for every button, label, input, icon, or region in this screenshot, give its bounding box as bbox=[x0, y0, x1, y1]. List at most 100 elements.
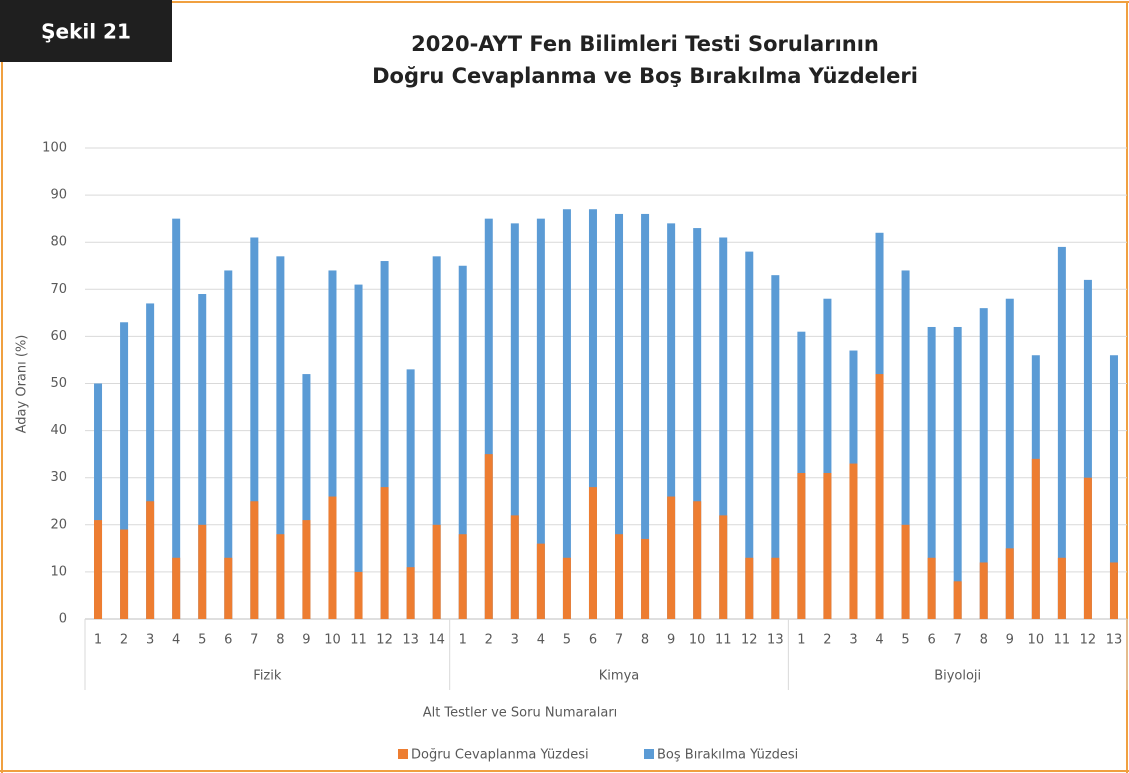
y-tick-label: 70 bbox=[50, 282, 67, 297]
bar bbox=[901, 270, 910, 619]
bar bbox=[1109, 562, 1118, 619]
x-tick-label: 10 bbox=[1028, 633, 1045, 648]
x-tick-label: 13 bbox=[402, 633, 419, 648]
badge: Şekil 21 bbox=[41, 20, 131, 44]
x-tick-label: 9 bbox=[1006, 633, 1014, 648]
x-axis-title: Alt Testler ve Soru Numaraları bbox=[423, 706, 618, 721]
bar bbox=[276, 256, 285, 619]
x-tick-label: 14 bbox=[428, 633, 445, 648]
x-tick-label: 1 bbox=[94, 633, 102, 648]
x-tick-label: 12 bbox=[1080, 633, 1097, 648]
y-tick-label: 40 bbox=[50, 423, 67, 438]
x-tick-label: 1 bbox=[459, 633, 467, 648]
bar bbox=[588, 487, 597, 619]
bar bbox=[120, 322, 129, 619]
bar bbox=[458, 265, 467, 619]
bar bbox=[302, 374, 311, 619]
x-tick-label: 1 bbox=[797, 633, 805, 648]
x-tick-label: 5 bbox=[563, 633, 571, 648]
bar bbox=[120, 529, 129, 619]
bar bbox=[797, 472, 806, 619]
bar bbox=[406, 369, 415, 619]
bar bbox=[406, 567, 415, 619]
bar bbox=[667, 496, 676, 619]
bar bbox=[146, 501, 155, 619]
bar bbox=[562, 557, 571, 619]
bar bbox=[380, 487, 389, 619]
x-tick-label: 13 bbox=[1106, 633, 1123, 648]
bar bbox=[1083, 279, 1092, 619]
bar bbox=[1005, 298, 1014, 619]
y-tick-label: 60 bbox=[50, 329, 67, 344]
bar bbox=[484, 454, 493, 619]
bar bbox=[1057, 557, 1066, 619]
x-tick-label: 3 bbox=[849, 633, 857, 648]
bar bbox=[953, 326, 962, 619]
bar bbox=[1109, 355, 1118, 619]
x-tick-label: 5 bbox=[198, 633, 206, 648]
bar bbox=[979, 308, 988, 619]
x-tick-label: 13 bbox=[767, 633, 784, 648]
bar bbox=[771, 557, 780, 619]
bar bbox=[693, 228, 702, 619]
x-tick-label: 11 bbox=[715, 633, 732, 648]
x-tick-label: 4 bbox=[172, 633, 180, 648]
y-tick-label: 100 bbox=[42, 141, 67, 156]
bar bbox=[641, 538, 650, 619]
x-tick-label: 10 bbox=[689, 633, 706, 648]
bar bbox=[979, 562, 988, 619]
bar bbox=[536, 543, 545, 619]
y-tick-label: 10 bbox=[50, 564, 67, 579]
x-tick-label: 12 bbox=[376, 633, 393, 648]
x-tick-label: 8 bbox=[641, 633, 649, 648]
legend-swatch bbox=[644, 749, 654, 759]
group-label: Kimya bbox=[599, 669, 639, 684]
x-tick-label: 6 bbox=[224, 633, 232, 648]
bar bbox=[1057, 246, 1066, 619]
legend-swatch bbox=[398, 749, 408, 759]
bar bbox=[745, 251, 754, 619]
y-tick-label: 30 bbox=[50, 470, 67, 485]
bar bbox=[693, 501, 702, 619]
bar bbox=[953, 581, 962, 619]
x-tick-label: 9 bbox=[302, 633, 310, 648]
bar bbox=[302, 520, 311, 619]
x-tick-label: 3 bbox=[511, 633, 519, 648]
bar bbox=[198, 294, 207, 619]
bar bbox=[380, 261, 389, 619]
bar bbox=[250, 237, 259, 620]
bar bbox=[328, 496, 337, 619]
bar bbox=[224, 270, 233, 619]
x-tick-label: 7 bbox=[615, 633, 623, 648]
bar bbox=[172, 218, 181, 619]
x-tick-label: 8 bbox=[980, 633, 988, 648]
bar bbox=[198, 524, 207, 619]
bar bbox=[484, 218, 493, 619]
bar bbox=[615, 534, 624, 619]
x-tick-label: 2 bbox=[485, 633, 493, 648]
x-tick-label: 11 bbox=[350, 633, 367, 648]
x-tick-label: 7 bbox=[250, 633, 258, 648]
bar bbox=[354, 571, 363, 619]
y-tick-label: 20 bbox=[50, 517, 67, 532]
bar bbox=[719, 515, 728, 619]
bar bbox=[849, 463, 858, 619]
bar bbox=[458, 534, 467, 619]
bar bbox=[328, 270, 337, 619]
bar bbox=[823, 298, 832, 619]
bar bbox=[1005, 548, 1014, 619]
x-tick-label: 11 bbox=[1054, 633, 1071, 648]
bar bbox=[667, 223, 676, 620]
x-tick-label: 8 bbox=[276, 633, 284, 648]
bar bbox=[510, 223, 519, 620]
bar bbox=[927, 326, 936, 619]
x-tick-label: 3 bbox=[146, 633, 154, 648]
bar bbox=[1031, 458, 1040, 619]
bar bbox=[823, 472, 832, 619]
legend-label: Doğru Cevaplanma Yüzdesi bbox=[411, 748, 589, 763]
y-tick-label: 90 bbox=[50, 188, 67, 203]
bar bbox=[771, 275, 780, 619]
bar bbox=[901, 524, 910, 619]
bar bbox=[354, 284, 363, 619]
